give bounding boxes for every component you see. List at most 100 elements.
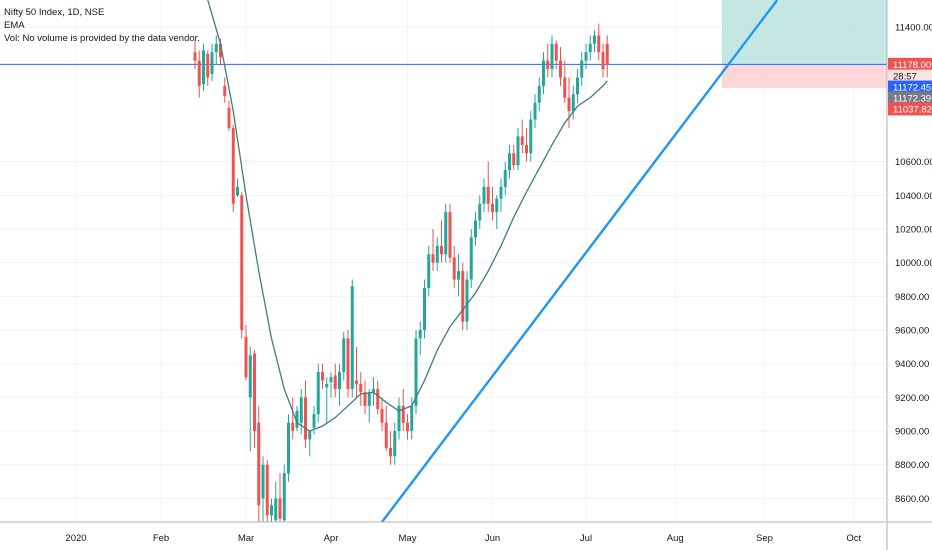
candle-body	[380, 409, 384, 423]
candle-body	[576, 77, 579, 95]
candle-body	[508, 153, 511, 171]
candle-body	[240, 195, 244, 331]
x-tick-label: Sep	[756, 533, 773, 544]
candle-body	[338, 372, 341, 389]
volume-note: Vol: No volume is provided by the data v…	[4, 33, 200, 44]
candle-body	[342, 338, 346, 373]
y-tick-label: 10400.00	[895, 191, 932, 202]
y-tick-label: 9200.00	[895, 393, 929, 404]
candle-body	[193, 52, 197, 61]
candle-body	[512, 153, 516, 166]
candle-body	[397, 405, 401, 432]
candle-body	[295, 410, 299, 428]
candle-body	[440, 245, 443, 255]
candle-body	[478, 203, 482, 221]
y-tick-label: 10200.00	[895, 225, 932, 236]
candle-body	[414, 338, 418, 406]
time-axis-bg	[0, 522, 932, 550]
candle-body	[588, 43, 592, 53]
candle-body	[393, 431, 397, 457]
candle-body	[465, 279, 469, 322]
candle-body	[495, 198, 499, 213]
candle-body	[482, 186, 486, 204]
stop-zone	[722, 65, 932, 88]
candle-body	[516, 136, 520, 166]
y-tick-label: 9800.00	[895, 292, 929, 303]
x-tick-label: Apr	[324, 533, 339, 544]
candle-body	[278, 498, 282, 519]
ema-label: EMA	[4, 20, 25, 31]
candle-body	[605, 43, 609, 65]
price-tag	[888, 80, 932, 94]
candle-body	[308, 431, 312, 440]
candle-body	[410, 405, 414, 432]
y-tick-label: 10000.00	[895, 258, 932, 269]
price-tag-label: 11172.39	[893, 94, 931, 105]
candle-body	[601, 52, 605, 70]
candle-body	[261, 464, 265, 499]
candle-body	[469, 237, 473, 280]
candle-body	[571, 94, 575, 112]
y-tick-label: 10600.00	[895, 157, 932, 168]
candle-body	[457, 271, 460, 280]
candle-body	[567, 97, 571, 112]
x-tick-label: Jun	[485, 533, 500, 544]
price-tag	[888, 91, 932, 105]
candle-body	[253, 353, 256, 432]
x-tick-label: Jul	[580, 533, 592, 544]
candle-body	[236, 186, 239, 196]
candle-body	[316, 372, 320, 415]
candle-body	[321, 372, 324, 381]
y-tick-label: 9400.00	[895, 359, 929, 370]
candle-body	[329, 377, 333, 383]
candle-body	[257, 422, 261, 506]
candle-body	[299, 397, 303, 423]
candle-body	[418, 330, 422, 339]
candle-body	[282, 473, 286, 521]
candle-body	[474, 220, 477, 238]
candle-body	[287, 422, 290, 474]
candle-body	[525, 144, 528, 154]
candle-body	[223, 85, 227, 96]
candle-body	[491, 203, 494, 213]
candle-body	[533, 102, 537, 120]
y-tick-label: 9000.00	[895, 427, 929, 438]
candle-body	[206, 53, 210, 78]
candle-body	[580, 60, 584, 78]
candle-body	[350, 286, 354, 389]
candle-body	[593, 35, 596, 44]
candle-body	[389, 447, 392, 457]
candle-body	[231, 127, 235, 204]
y-tick-label: 8600.00	[895, 494, 929, 505]
candle-body	[584, 52, 588, 61]
candle-body	[346, 338, 350, 389]
candle-body	[520, 136, 524, 145]
price-tag-label: 11037.82	[893, 104, 932, 115]
candle-body	[355, 380, 358, 384]
candle-body	[248, 355, 252, 398]
candle-body	[444, 212, 448, 255]
candle-body	[210, 52, 214, 75]
price-tag-label: 28:57	[893, 72, 917, 83]
candle-body	[333, 375, 337, 389]
candle-body	[291, 422, 295, 432]
candle-body	[550, 43, 554, 70]
candle-body	[274, 498, 278, 521]
symbol-title: Nifty 50 Index, 1D, NSE	[4, 7, 105, 18]
candle-body	[448, 212, 452, 258]
price-tag-label: 11172.45	[893, 83, 931, 94]
candle-body	[270, 505, 273, 516]
candle-body	[503, 170, 507, 187]
candle-body	[423, 287, 426, 331]
price-tag	[888, 57, 932, 71]
candle-body	[597, 35, 601, 53]
candle-body	[427, 254, 431, 288]
candle-body	[546, 60, 550, 70]
candle-body	[219, 43, 222, 58]
ema-line	[207, 0, 608, 432]
trendline	[381, 0, 779, 523]
price-tag	[888, 102, 932, 116]
x-tick-label: Mar	[238, 533, 254, 544]
y-tick-label: 9600.00	[895, 326, 929, 337]
